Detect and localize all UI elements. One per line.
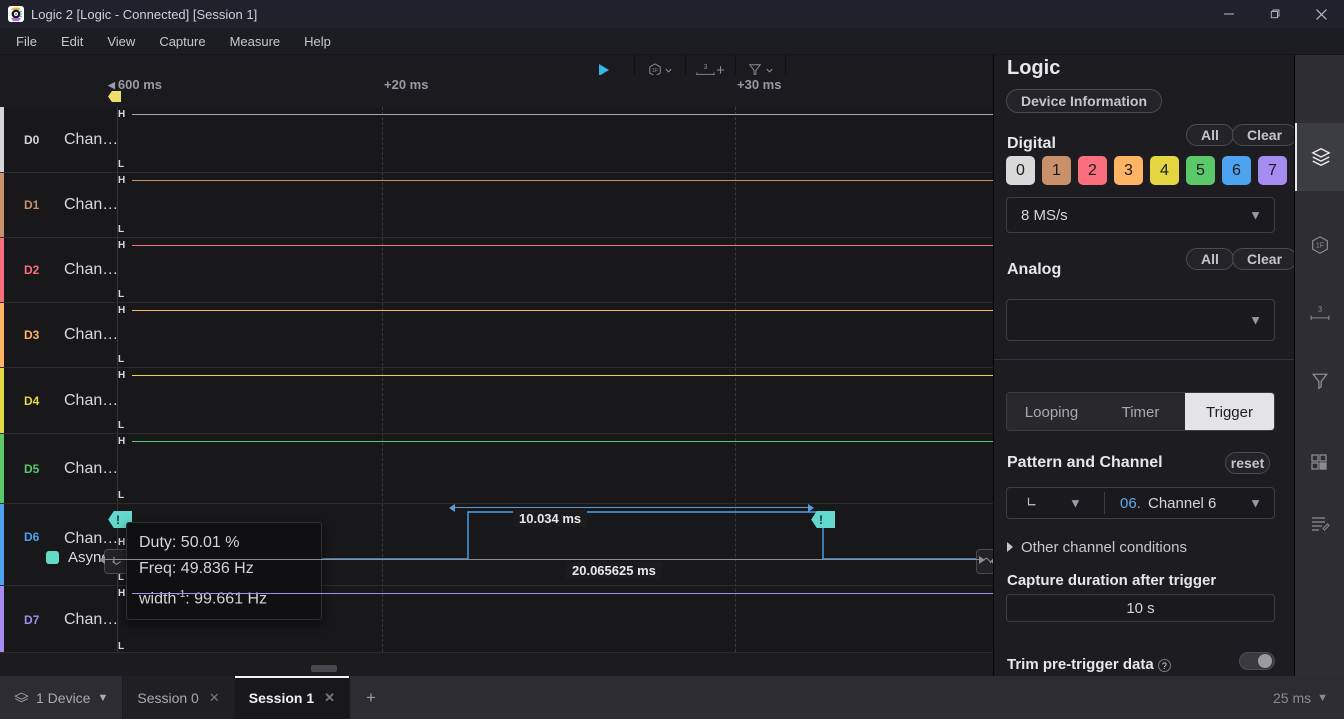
svg-text:1F: 1F <box>1316 240 1325 249</box>
svg-text:1F: 1F <box>651 68 657 74</box>
svg-text:3: 3 <box>1318 305 1323 314</box>
svg-text:3: 3 <box>704 64 708 71</box>
